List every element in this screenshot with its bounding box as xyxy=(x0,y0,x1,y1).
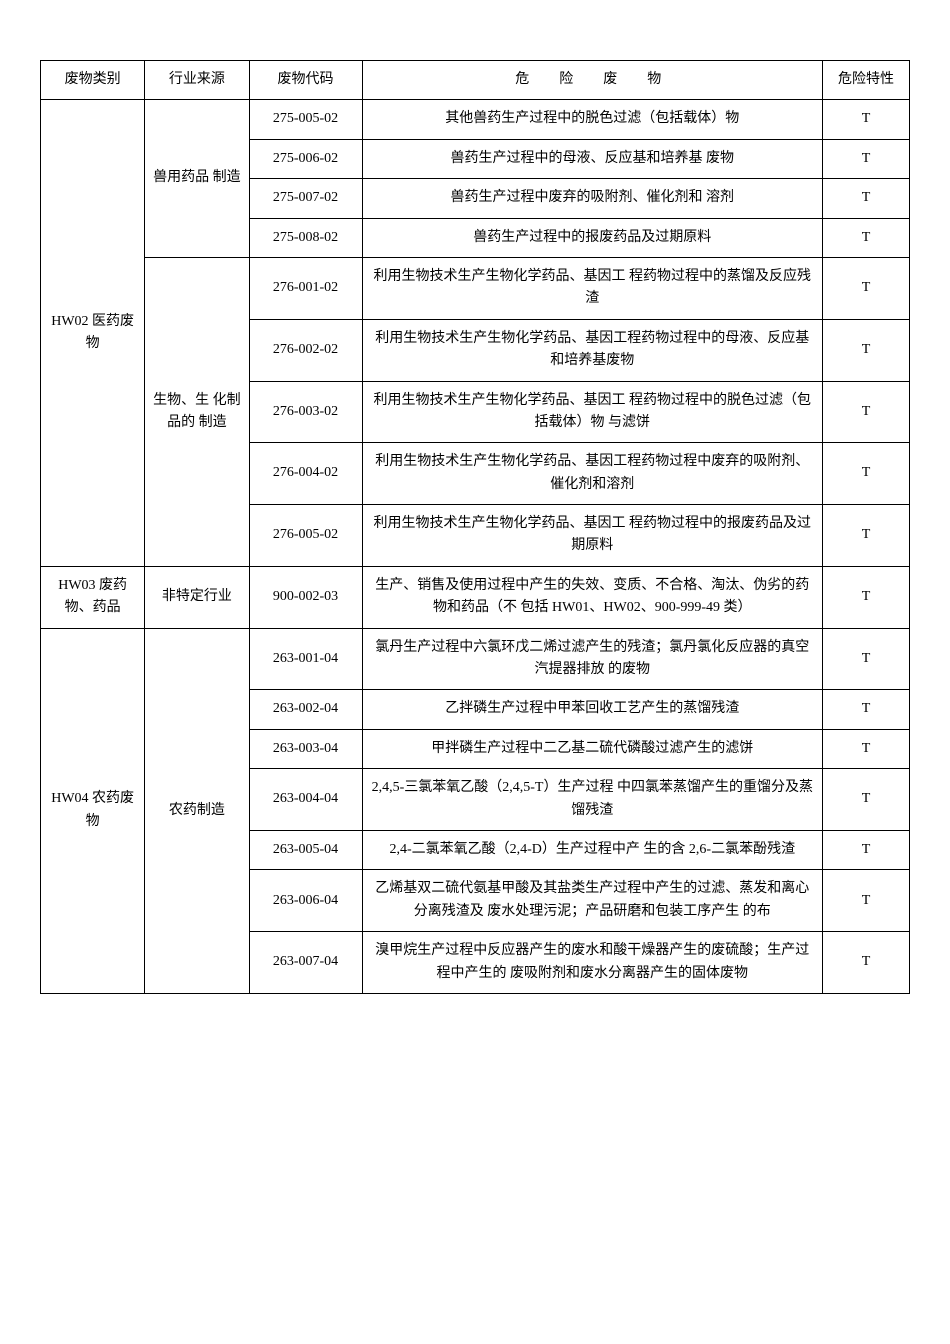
cell-code: 263-002-04 xyxy=(249,690,362,729)
cell-industry: 非特定行业 xyxy=(145,566,249,628)
cell-code: 900-002-03 xyxy=(249,566,362,628)
table-row: HW03 废药物、药品非特定行业900-002-03生产、销售及使用过程中产生的… xyxy=(41,566,910,628)
cell-code: 275-005-02 xyxy=(249,100,362,139)
header-hazprop: 危险特性 xyxy=(823,61,910,100)
cell-category: HW03 废药物、药品 xyxy=(41,566,145,628)
cell-hazard: 2,4-二氯苯氧乙酸（2,4-D）生产过程中产 生的含 2,6-二氯苯酚残渣 xyxy=(362,830,823,869)
cell-code: 275-008-02 xyxy=(249,218,362,257)
cell-hazard: 生产、销售及使用过程中产生的失效、变质、不合格、淘汰、伪劣的药物和药品（不 包括… xyxy=(362,566,823,628)
cell-hazprop: T xyxy=(823,257,910,319)
table-header-row: 废物类别 行业来源 废物代码 危 险 废 物 危险特性 xyxy=(41,61,910,100)
cell-hazard: 氯丹生产过程中六氯环戊二烯过滤产生的残渣；氯丹氯化反应器的真空汽提器排放 的废物 xyxy=(362,628,823,690)
cell-hazprop: T xyxy=(823,566,910,628)
cell-code: 276-004-02 xyxy=(249,443,362,505)
cell-hazprop: T xyxy=(823,932,910,994)
cell-hazard: 其他兽药生产过程中的脱色过滤（包括载体）物 xyxy=(362,100,823,139)
cell-hazard: 利用生物技术生产生物化学药品、基因工程药物过程中废弃的吸附剂、催化剂和溶剂 xyxy=(362,443,823,505)
hazardous-waste-table: 废物类别 行业来源 废物代码 危 险 废 物 危险特性 HW02 医药废物兽用药… xyxy=(40,60,910,994)
cell-hazprop: T xyxy=(823,628,910,690)
cell-industry: 生物、生 化制品的 制造 xyxy=(145,257,249,566)
cell-hazprop: T xyxy=(823,830,910,869)
cell-hazard: 2,4,5-三氯苯氧乙酸（2,4,5-T）生产过程 中四氯苯蒸馏产生的重馏分及蒸… xyxy=(362,769,823,831)
cell-hazard: 乙拌磷生产过程中甲苯回收工艺产生的蒸馏残渣 xyxy=(362,690,823,729)
cell-hazard: 乙烯基双二硫代氨基甲酸及其盐类生产过程中产生的过滤、蒸发和离心分离残渣及 废水处… xyxy=(362,870,823,932)
cell-hazard: 利用生物技术生产生物化学药品、基因工 程药物过程中的脱色过滤（包括载体）物 与滤… xyxy=(362,381,823,443)
header-category: 废物类别 xyxy=(41,61,145,100)
cell-code: 276-001-02 xyxy=(249,257,362,319)
header-code: 废物代码 xyxy=(249,61,362,100)
cell-code: 263-006-04 xyxy=(249,870,362,932)
table-row: 生物、生 化制品的 制造276-001-02利用生物技术生产生物化学药品、基因工… xyxy=(41,257,910,319)
table-row: HW02 医药废物兽用药品 制造275-005-02其他兽药生产过程中的脱色过滤… xyxy=(41,100,910,139)
cell-code: 275-007-02 xyxy=(249,179,362,218)
cell-hazard: 兽药生产过程中的母液、反应基和培养基 废物 xyxy=(362,139,823,178)
cell-hazprop: T xyxy=(823,139,910,178)
header-hazard: 危 险 废 物 xyxy=(362,61,823,100)
cell-hazard: 甲拌磷生产过程中二乙基二硫代磷酸过滤产生的滤饼 xyxy=(362,729,823,768)
cell-hazprop: T xyxy=(823,381,910,443)
cell-code: 263-001-04 xyxy=(249,628,362,690)
cell-category: HW04 农药废物 xyxy=(41,628,145,993)
cell-code: 276-005-02 xyxy=(249,505,362,567)
cell-industry: 农药制造 xyxy=(145,628,249,993)
cell-hazprop: T xyxy=(823,870,910,932)
cell-category: HW02 医药废物 xyxy=(41,100,145,566)
cell-hazprop: T xyxy=(823,179,910,218)
cell-code: 263-003-04 xyxy=(249,729,362,768)
cell-hazard: 利用生物技术生产生物化学药品、基因工 程药物过程中的报废药品及过期原料 xyxy=(362,505,823,567)
cell-hazprop: T xyxy=(823,769,910,831)
cell-code: 276-002-02 xyxy=(249,319,362,381)
cell-hazprop: T xyxy=(823,729,910,768)
cell-hazprop: T xyxy=(823,218,910,257)
cell-industry: 兽用药品 制造 xyxy=(145,100,249,258)
cell-hazard: 溴甲烷生产过程中反应器产生的废水和酸干燥器产生的废硫酸；生产过程中产生的 废吸附… xyxy=(362,932,823,994)
header-industry: 行业来源 xyxy=(145,61,249,100)
table-body: HW02 医药废物兽用药品 制造275-005-02其他兽药生产过程中的脱色过滤… xyxy=(41,100,910,994)
cell-hazard: 兽药生产过程中废弃的吸附剂、催化剂和 溶剂 xyxy=(362,179,823,218)
cell-code: 263-004-04 xyxy=(249,769,362,831)
cell-hazprop: T xyxy=(823,505,910,567)
cell-hazprop: T xyxy=(823,319,910,381)
cell-code: 275-006-02 xyxy=(249,139,362,178)
cell-hazard: 利用生物技术生产生物化学药品、基因工程药物过程中的母液、反应基和培养基废物 xyxy=(362,319,823,381)
cell-code: 263-007-04 xyxy=(249,932,362,994)
cell-hazprop: T xyxy=(823,443,910,505)
cell-hazard: 兽药生产过程中的报废药品及过期原料 xyxy=(362,218,823,257)
cell-hazprop: T xyxy=(823,690,910,729)
cell-code: 263-005-04 xyxy=(249,830,362,869)
cell-hazard: 利用生物技术生产生物化学药品、基因工 程药物过程中的蒸馏及反应残渣 xyxy=(362,257,823,319)
cell-hazprop: T xyxy=(823,100,910,139)
table-row: HW04 农药废物农药制造263-001-04氯丹生产过程中六氯环戊二烯过滤产生… xyxy=(41,628,910,690)
cell-code: 276-003-02 xyxy=(249,381,362,443)
